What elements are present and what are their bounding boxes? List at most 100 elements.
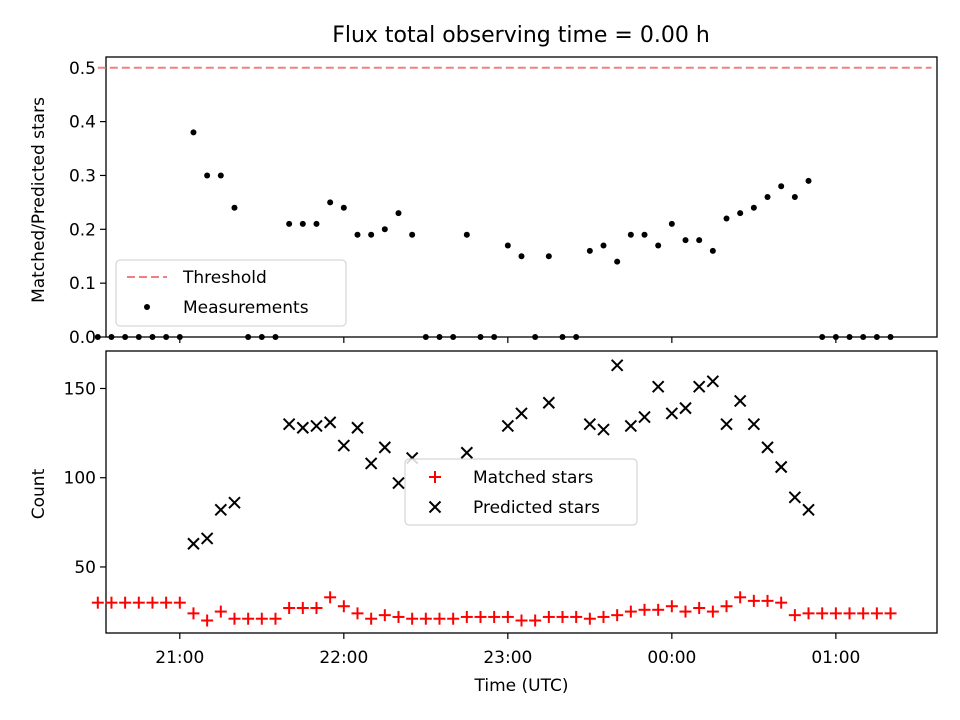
measurement-point bbox=[737, 210, 744, 217]
matched-star-point bbox=[501, 610, 514, 623]
measurement-point bbox=[204, 172, 211, 179]
matched-star-point bbox=[761, 594, 774, 607]
matched-star-point bbox=[160, 596, 173, 609]
x-tick-label: 01:00 bbox=[811, 648, 860, 668]
matched-star-point bbox=[406, 612, 419, 625]
measurement-point bbox=[791, 194, 798, 200]
matched-star-point bbox=[529, 614, 542, 627]
measurement-point bbox=[94, 334, 101, 340]
measurement-point bbox=[846, 334, 853, 340]
predicted-star-point bbox=[323, 416, 337, 429]
predicted-star-stroke bbox=[597, 423, 610, 436]
y-tick-label: 0.1 bbox=[69, 274, 96, 294]
measurement-point bbox=[368, 231, 375, 238]
matched-star-point bbox=[829, 607, 842, 620]
matched-star-point bbox=[843, 607, 856, 620]
measurement-point bbox=[518, 253, 525, 260]
predicted-star-point bbox=[296, 421, 310, 434]
predicted-star-point bbox=[228, 496, 241, 509]
matched-star-point bbox=[570, 610, 583, 623]
predicted-star-point bbox=[187, 537, 200, 550]
measurement-point bbox=[668, 220, 675, 227]
predicted-star-point bbox=[501, 419, 515, 433]
predicted-star-point bbox=[692, 380, 706, 393]
predicted-star-stroke bbox=[733, 394, 747, 408]
predicted-star-stroke bbox=[392, 476, 405, 490]
predicted-star-stroke bbox=[624, 419, 638, 433]
measurement-point bbox=[764, 194, 771, 200]
predicted-star-point bbox=[364, 457, 378, 470]
matched-star-point bbox=[679, 605, 692, 618]
predicted-star-point bbox=[761, 441, 774, 454]
x-tick-label: 21:00 bbox=[155, 648, 204, 668]
predicted-star-point bbox=[665, 407, 679, 420]
matched-star-point bbox=[802, 607, 815, 620]
matched-star-point bbox=[214, 605, 227, 618]
matched-star-point bbox=[419, 612, 432, 625]
predicted-star-stroke bbox=[638, 410, 651, 424]
y-tick-label: 0.3 bbox=[69, 166, 96, 186]
predicted-star-stroke bbox=[282, 417, 296, 431]
measurement-point bbox=[573, 334, 580, 340]
predicted-star-point bbox=[706, 375, 720, 388]
predicted-star-point bbox=[515, 407, 528, 420]
measurement-point bbox=[395, 210, 402, 217]
measurement-point bbox=[135, 334, 142, 340]
measurement-point bbox=[545, 253, 552, 260]
measurement-point bbox=[409, 231, 416, 238]
predicted-star-stroke bbox=[583, 417, 597, 431]
measurement-point bbox=[381, 226, 388, 233]
predicted-star-stroke bbox=[542, 396, 556, 409]
predicted-star-point bbox=[597, 423, 610, 436]
matched-star-point bbox=[91, 596, 104, 609]
predicted-star-stroke bbox=[774, 460, 788, 474]
measurement-point bbox=[190, 129, 197, 136]
matched-star-point bbox=[597, 610, 610, 623]
predicted-star-point bbox=[583, 417, 597, 431]
measurement-point bbox=[258, 334, 265, 340]
predicted-star-point bbox=[624, 419, 638, 433]
predicted-star-stroke bbox=[296, 421, 310, 434]
predicted-star-point bbox=[638, 410, 651, 424]
matched-star-point bbox=[720, 600, 733, 613]
x-tick-label: 23:00 bbox=[483, 648, 532, 668]
predicted-star-point bbox=[310, 419, 323, 433]
matched-star-point bbox=[255, 612, 268, 625]
y-tick-label: 100 bbox=[64, 469, 96, 489]
legend-box bbox=[115, 259, 347, 327]
measurement-point bbox=[600, 242, 607, 249]
measurement-point bbox=[231, 204, 238, 211]
matched-star-point bbox=[337, 600, 350, 613]
matched-star-point bbox=[269, 612, 282, 625]
y-axis-label: Count bbox=[29, 468, 49, 519]
matched-star-point bbox=[433, 612, 446, 625]
measurement-point bbox=[286, 220, 293, 227]
measurement-point bbox=[832, 334, 839, 340]
predicted-star-point bbox=[651, 380, 665, 393]
predicted-star-stroke bbox=[323, 416, 337, 429]
predicted-star-stroke bbox=[788, 491, 802, 504]
measurement-point bbox=[873, 334, 880, 340]
measurement-point bbox=[504, 242, 511, 249]
matched-star-point bbox=[788, 609, 801, 622]
x-tick-label: 22:00 bbox=[319, 648, 368, 668]
measurement-point bbox=[682, 237, 689, 244]
measurement-point bbox=[108, 334, 115, 340]
measurement-point bbox=[778, 183, 785, 190]
matched-star-point bbox=[542, 610, 555, 623]
predicted-star-stroke bbox=[501, 419, 515, 433]
matched-star-point bbox=[747, 594, 760, 607]
y-axis-label: Matched/Predicted stars bbox=[29, 97, 49, 303]
matched-star-point bbox=[734, 591, 747, 604]
matched-star-point bbox=[706, 605, 719, 618]
measurement-point bbox=[450, 334, 457, 340]
legend-threshold-label: Threshold bbox=[182, 268, 267, 288]
figure-title: Flux total observing time = 0.00 h bbox=[332, 23, 710, 48]
measurement-point bbox=[491, 334, 498, 340]
matched-star-point bbox=[105, 596, 118, 609]
measurement-point bbox=[655, 242, 662, 249]
matched-star-point bbox=[296, 602, 309, 615]
measurement-point bbox=[641, 231, 648, 238]
predicted-star-point bbox=[282, 417, 296, 431]
